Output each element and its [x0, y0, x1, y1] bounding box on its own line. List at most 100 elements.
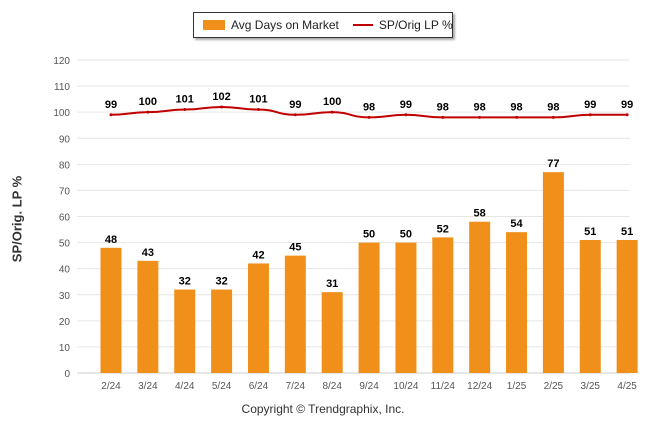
bar	[284, 255, 306, 373]
line-data-label: 99	[584, 99, 596, 111]
y-tick-label: 20	[59, 317, 71, 328]
x-tick-label: 10/24	[393, 381, 418, 392]
y-tick-label: 50	[59, 239, 71, 250]
line-data-label: 101	[249, 94, 267, 106]
line-point	[183, 108, 187, 112]
legend-item-bar[interactable]: Avg Days on Market	[203, 18, 339, 32]
line-point	[256, 108, 260, 112]
gridlines	[77, 59, 630, 374]
x-tick-label: 3/24	[138, 381, 158, 392]
y-axis-title: SP/Orig. LP %	[9, 175, 25, 263]
line-data-label: 99	[400, 99, 412, 111]
bar	[137, 260, 159, 373]
bar	[579, 239, 601, 373]
line-data-label: 98	[474, 101, 486, 113]
y-tick-label: 0	[64, 369, 70, 380]
y-tick-label: 10	[59, 343, 71, 354]
line-data-label: 100	[139, 96, 157, 108]
line-data-label: 98	[363, 101, 375, 113]
y-tick-label: 90	[59, 134, 71, 145]
data-labels: 48 43 32 32 42 45 31 50 50 52 58 54 77 51 51 99 100 101 10…	[105, 91, 633, 290]
bar-data-label: 50	[400, 229, 412, 241]
line-point	[330, 110, 334, 114]
bar	[211, 289, 233, 373]
y-axis-ticks: 0 10 20 30 40 50 60 70 80 90 100 110 120	[53, 56, 70, 380]
bar	[506, 232, 528, 373]
x-tick-label: 11/24	[431, 381, 456, 392]
bar-data-label: 52	[437, 223, 449, 235]
legend-bar-label: Avg Days on Market	[231, 18, 339, 32]
x-tick-label: 4/25	[617, 381, 637, 392]
x-tick-label: 4/24	[175, 381, 195, 392]
line-point	[625, 113, 629, 117]
x-tick-label: 5/24	[212, 381, 232, 392]
x-tick-label: 6/24	[249, 381, 269, 392]
line-swatch-icon	[352, 24, 373, 26]
bar-data-label: 51	[584, 226, 596, 238]
bar-data-label: 32	[215, 276, 227, 288]
line-point	[551, 115, 555, 119]
y-tick-label: 110	[54, 82, 70, 93]
line-data-label: 98	[547, 101, 559, 113]
bar	[542, 172, 564, 373]
y-tick-label: 30	[59, 291, 71, 302]
bar	[100, 247, 122, 373]
bar-data-label: 77	[547, 158, 559, 170]
y-tick-label: 120	[53, 56, 70, 67]
bar	[247, 263, 269, 373]
x-axis-ticks: 2/24 3/24 4/24 5/24 6/24 7/24 8/24 9/24 10/24 11/…	[101, 381, 637, 392]
line-point	[367, 115, 371, 119]
line-point	[515, 115, 519, 119]
x-tick-label: 2/25	[544, 381, 564, 392]
line-point	[220, 105, 224, 109]
bars	[100, 172, 638, 373]
line-point	[478, 115, 482, 119]
y-tick-label: 70	[59, 186, 71, 197]
line-data-label: 99	[289, 99, 301, 111]
x-tick-label: 9/24	[359, 381, 379, 392]
bar	[432, 237, 454, 373]
bar-data-label: 48	[105, 234, 117, 246]
y-tick-label: 60	[59, 213, 71, 224]
line-series	[109, 105, 629, 119]
legend: Avg Days on Market SP/Orig LP %	[193, 12, 453, 38]
line-data-label: 99	[105, 99, 117, 111]
bar	[174, 289, 196, 373]
bar-data-label: 31	[326, 278, 338, 290]
bar	[616, 239, 638, 373]
line-point	[146, 110, 150, 114]
bar-data-label: 42	[252, 249, 264, 261]
y-tick-label: 40	[59, 265, 71, 276]
bar-data-label: 45	[289, 242, 301, 254]
x-tick-label: 12/24	[467, 381, 492, 392]
bar-data-label: 43	[142, 247, 154, 259]
bar-data-label: 50	[363, 229, 375, 241]
line-data-label: 102	[212, 91, 230, 103]
line-point	[404, 113, 408, 117]
legend-item-line[interactable]: SP/Orig LP %	[352, 18, 453, 32]
x-tick-label: 7/24	[286, 381, 306, 392]
bar-swatch-icon	[203, 20, 225, 30]
line-data-label: 99	[621, 99, 633, 111]
line-data-label: 98	[437, 101, 449, 113]
y-tick-label: 100	[53, 108, 70, 119]
line-point	[293, 113, 297, 117]
x-tick-label: 1/25	[507, 381, 527, 392]
bar-data-label: 51	[621, 226, 633, 238]
bar-data-label: 58	[474, 208, 486, 220]
bar-data-label: 54	[510, 218, 523, 230]
y-tick-label: 80	[59, 160, 71, 171]
x-tick-label: 8/24	[322, 381, 342, 392]
line-data-label: 98	[510, 101, 522, 113]
line-point	[588, 113, 592, 117]
line-point	[109, 113, 113, 117]
legend-line-label: SP/Orig LP %	[378, 18, 453, 32]
bar	[358, 242, 380, 373]
line-data-label: 101	[176, 94, 194, 106]
bar	[395, 242, 417, 373]
copyright-text: Copyright © Trendgraphix, Inc.	[241, 402, 405, 416]
line-data-label: 100	[323, 96, 341, 108]
bar-data-label: 32	[179, 276, 191, 288]
bar	[321, 292, 343, 373]
